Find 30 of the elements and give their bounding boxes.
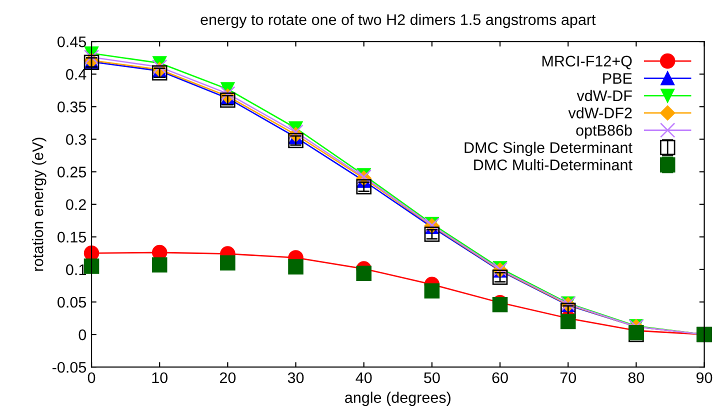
y-tick-label: 0.35 [58,102,86,112]
chart-title: energy to rotate one of two H2 dimers 1.5 angstroms apart [200,14,596,28]
x-tick-label: 80 [628,372,644,384]
y-tick-label: 0.25 [58,166,86,178]
y-axis-title: rotation energy (eV) [32,138,46,271]
x-tick-label: 90 [696,372,712,384]
legend-label: optB86b [576,124,632,139]
x-tick-label: 50 [424,372,440,384]
x-tick-label: 10 [152,372,168,384]
y-tick-label: 0.05 [58,296,86,308]
y-tick-label: 0.4 [66,69,86,80]
legend-label: vdW-DF2 [568,107,632,118]
x-tick-label: 20 [220,372,236,384]
y-tick-label: 0.15 [58,232,86,243]
legend-label: PBE [603,73,632,84]
y-tick-label: 0.45 [58,36,86,48]
y-tick-label: 0 [78,329,86,340]
legend-label: DMC Single Determinant [464,142,632,156]
x-tick-label: 30 [288,372,304,384]
x-tick-label: 70 [560,372,576,384]
x-axis-title: angle (degrees) [345,392,450,406]
y-tick-label: 0.3 [66,134,86,145]
x-tick-label: 0 [88,372,96,384]
legend-label: vdW-DF [576,90,632,102]
legend-label: MRCI-F12+Q [542,56,632,70]
legend-label: DMC Multi-Determinant [474,159,632,170]
x-tick-label: 60 [492,372,508,384]
x-tick-label: 40 [356,372,372,384]
y-tick-label: -0.05 [52,362,86,373]
y-tick-label: 0.2 [66,199,86,210]
